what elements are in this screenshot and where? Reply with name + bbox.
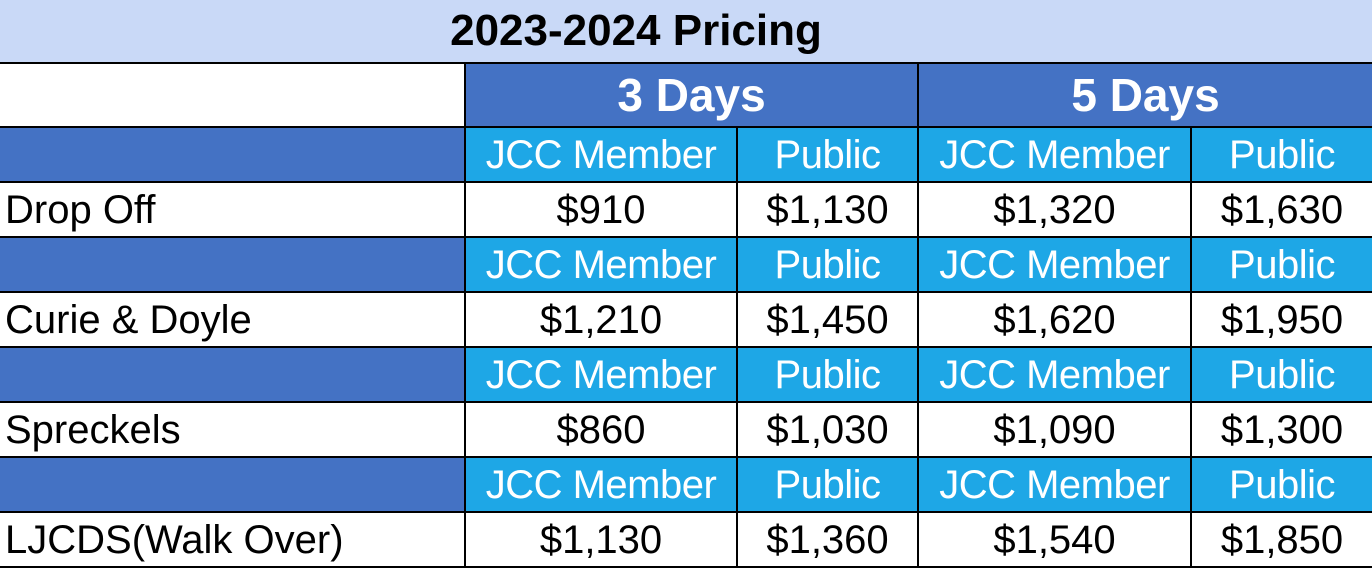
sub-header-row: JCC Member Public JCC Member Public [0,236,1372,293]
header-3-days: 3 Days [464,62,919,128]
price-cell: $860 [464,401,738,458]
sub-header-public: Public [1190,236,1372,293]
price-cell: $1,210 [464,291,738,348]
sub-header-public: Public [736,456,919,513]
row-label: Drop Off [0,181,466,238]
table-row: Drop Off $910 $1,130 $1,320 $1,630 [0,181,1372,238]
price-cell: $1,950 [1190,291,1372,348]
price-cell: $1,090 [917,401,1192,458]
sub-header-row: JCC Member Public JCC Member Public [0,126,1372,183]
price-cell: $1,300 [1190,401,1372,458]
days-header-row: 3 Days 5 Days [0,62,1372,128]
sub-header-blank [0,456,466,513]
sub-header-public: Public [1190,456,1372,513]
sub-header-row: JCC Member Public JCC Member Public [0,456,1372,513]
sub-header-jcc-member: JCC Member [917,346,1192,403]
header-5-days: 5 Days [917,62,1372,128]
row-label: Curie & Doyle [0,291,466,348]
price-cell: $1,630 [1190,181,1372,238]
page-title: 2023-2024 Pricing [450,6,822,55]
table-row: Spreckels $860 $1,030 $1,090 $1,300 [0,401,1372,458]
sub-header-jcc-member: JCC Member [917,126,1192,183]
sub-header-public: Public [736,346,919,403]
sub-header-public: Public [1190,346,1372,403]
sub-header-jcc-member: JCC Member [464,346,738,403]
sub-header-blank [0,346,466,403]
price-cell: $1,450 [736,291,919,348]
price-cell: $910 [464,181,738,238]
sub-header-jcc-member: JCC Member [464,456,738,513]
sub-header-row: JCC Member Public JCC Member Public [0,346,1372,403]
row-label: LJCDS(Walk Over) [0,511,466,568]
table-row: Curie & Doyle $1,210 $1,450 $1,620 $1,95… [0,291,1372,348]
price-cell: $1,030 [736,401,919,458]
title-bar: 2023-2024 Pricing [0,0,1372,63]
sub-header-jcc-member: JCC Member [464,236,738,293]
sub-header-public: Public [736,236,919,293]
sub-header-blank [0,236,466,293]
corner-cell [0,62,466,128]
sub-header-public: Public [1190,126,1372,183]
row-label: Spreckels [0,401,466,458]
sub-header-public: Public [736,126,919,183]
sub-header-jcc-member: JCC Member [464,126,738,183]
sub-header-jcc-member: JCC Member [917,456,1192,513]
price-cell: $1,620 [917,291,1192,348]
price-cell: $1,320 [917,181,1192,238]
sub-header-jcc-member: JCC Member [917,236,1192,293]
price-cell: $1,130 [736,181,919,238]
sub-header-blank [0,126,466,183]
pricing-table: 3 Days 5 Days JCC Member Public JCC Memb… [0,62,1372,568]
